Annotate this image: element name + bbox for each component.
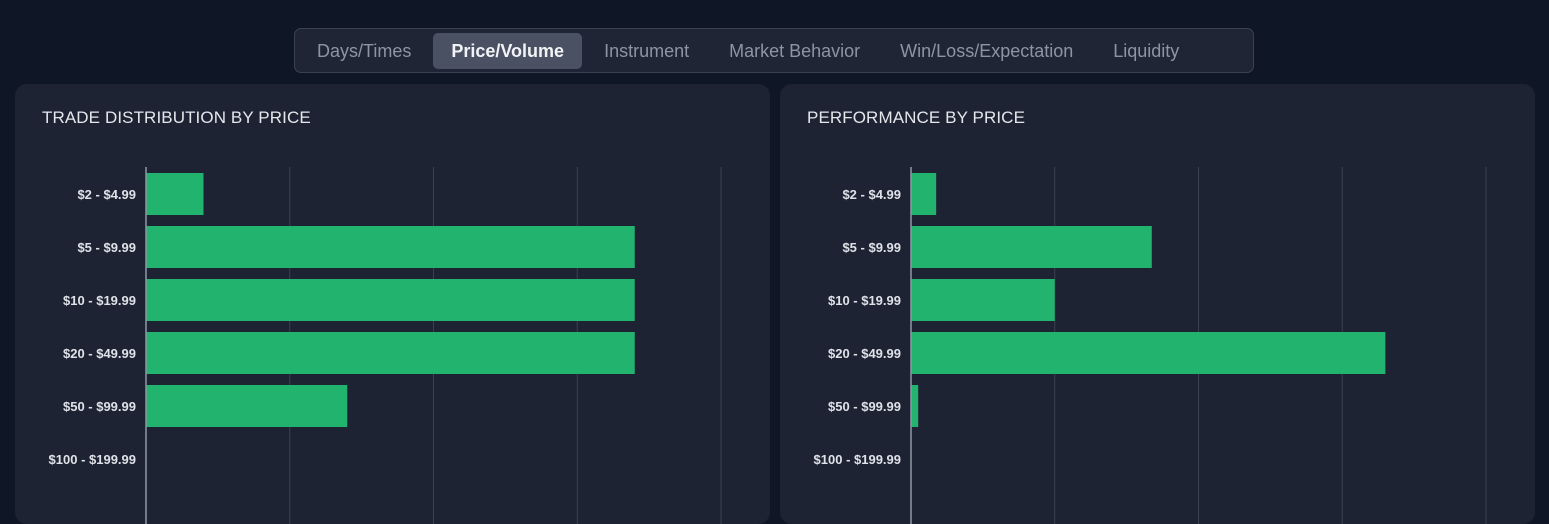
category-label: $100 - $199.99 <box>814 452 901 467</box>
category-label: $5 - $9.99 <box>842 240 901 255</box>
bar[interactable] <box>911 279 1055 321</box>
category-label: $10 - $19.99 <box>63 293 136 308</box>
bar[interactable] <box>146 226 635 268</box>
trade-distribution-panel: TRADE DISTRIBUTION BY PRICE $2 - $4.99 $5… <box>15 84 770 524</box>
tab-bar: Days/Times Price/Volume Instrument Marke… <box>294 28 1254 73</box>
tab-instrument[interactable]: Instrument <box>604 40 690 61</box>
bar[interactable] <box>911 226 1152 268</box>
category-label: $50 - $99.99 <box>63 399 136 414</box>
category-label: $10 - $19.99 <box>828 293 901 308</box>
category-label: $50 - $99.99 <box>828 399 901 414</box>
bar[interactable] <box>911 173 937 215</box>
category-label: $5 - $9.99 <box>77 240 136 255</box>
tab-market-behavior[interactable]: Market Behavior <box>729 40 861 61</box>
bar[interactable] <box>146 279 635 321</box>
trade-distribution-title: TRADE DISTRIBUTION BY PRICE <box>42 108 311 127</box>
category-label: $20 - $49.99 <box>63 346 136 361</box>
performance-chart: $2 - $4.99 $5 - $9.99 $10 - $19.99 $20 - $4… <box>814 167 1487 524</box>
category-label: $2 - $4.99 <box>842 187 901 202</box>
category-label: $2 - $4.99 <box>77 187 136 202</box>
bar[interactable] <box>146 385 348 427</box>
trade-distribution-chart: $2 - $4.99 $5 - $9.99 $10 - $19.99 $20 - $4… <box>49 167 722 524</box>
bar[interactable] <box>911 385 919 427</box>
tab-liquidity[interactable]: Liquidity <box>1113 40 1180 61</box>
tab-price-volume[interactable]: Price/Volume <box>433 32 583 69</box>
bar[interactable] <box>146 332 635 374</box>
bar[interactable] <box>146 173 204 215</box>
category-label: $20 - $49.99 <box>828 346 901 361</box>
tab-days-times[interactable]: Days/Times <box>317 40 412 61</box>
category-label: $100 - $199.99 <box>49 452 136 467</box>
bar[interactable] <box>911 332 1386 374</box>
performance-panel: PERFORMANCE BY PRICE $2 - $4.99 $5 - $9.9… <box>780 84 1535 524</box>
performance-title: PERFORMANCE BY PRICE <box>807 108 1026 127</box>
tab-win-loss-expectation[interactable]: Win/Loss/Expectation <box>900 40 1074 61</box>
